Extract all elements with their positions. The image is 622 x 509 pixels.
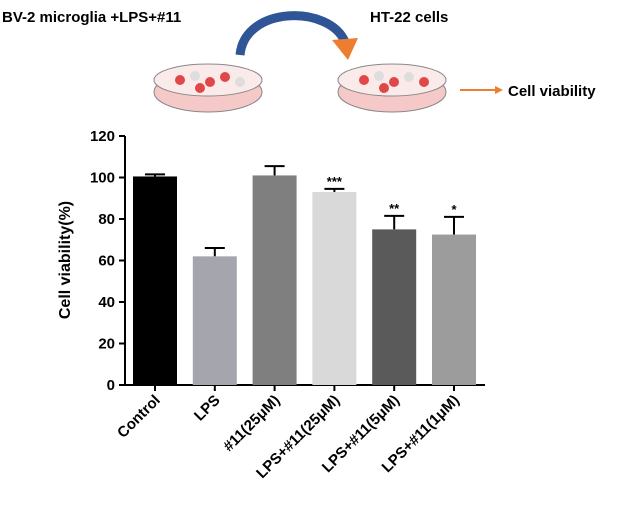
- bar: [432, 234, 476, 385]
- bar: [192, 256, 237, 385]
- bar: [133, 176, 177, 385]
- arrow-head: [332, 38, 358, 60]
- curved-arrow: [235, 11, 350, 56]
- significance-label: **: [389, 201, 400, 216]
- x-tick-label: Control: [114, 392, 164, 442]
- bar: [252, 175, 297, 385]
- y-tick-label: 120: [90, 128, 115, 145]
- dish: [153, 63, 263, 113]
- bar: [372, 229, 417, 385]
- y-tick-label: 60: [98, 253, 115, 270]
- x-tick-label: #11(25μM): [220, 392, 283, 455]
- y-tick-label: 40: [98, 294, 115, 311]
- y-tick-label: 0: [107, 377, 115, 394]
- significance-label: *: [451, 202, 457, 217]
- target-label: HT-22 cells: [370, 9, 448, 26]
- output-arrow-head: [495, 86, 503, 94]
- bar: [312, 192, 357, 385]
- significance-label: ***: [327, 174, 343, 189]
- x-tick-label: LPS: [191, 392, 224, 425]
- dish: [337, 63, 447, 113]
- source-label: BV-2 microglia +LPS+#11: [2, 9, 181, 26]
- y-tick-label: 80: [98, 211, 115, 228]
- y-tick-label: 100: [90, 170, 115, 187]
- output-label: Cell viability: [508, 83, 596, 100]
- y-axis-title: Cell viability(%): [57, 201, 74, 319]
- y-tick-label: 20: [98, 336, 115, 353]
